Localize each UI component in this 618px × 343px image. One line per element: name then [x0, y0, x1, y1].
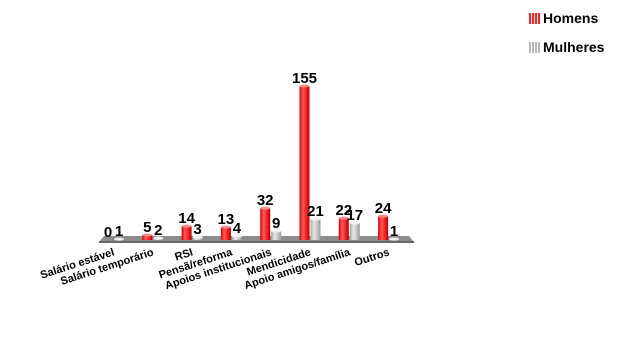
value-label-mulheres-7: 1 [390, 223, 398, 240]
bar-top-homens-4 [260, 206, 271, 210]
bar-top-homens-3 [220, 225, 231, 229]
bar-top-mulheres-1 [153, 236, 164, 240]
bar-top-mulheres-4 [271, 229, 282, 233]
bar-top-homens-7 [378, 214, 389, 218]
chart-floor [99, 236, 414, 242]
bar-top-mulheres-0 [114, 237, 124, 241]
legend-item-mulheres: Mulheres [529, 38, 604, 56]
value-label-homens-7: 24 [375, 200, 392, 217]
category-label-2: RSI [173, 246, 194, 263]
bar-homens-3 [220, 227, 231, 240]
bar-mulheres-5 [310, 219, 321, 240]
value-label-homens-1: 5 [143, 219, 151, 236]
bar-top-homens-2 [181, 224, 192, 228]
bar-mulheres-4 [271, 231, 282, 240]
value-label-homens-6: 22 [335, 202, 352, 219]
bar-top-mulheres-2 [192, 235, 203, 239]
value-label-mulheres-4: 9 [272, 215, 280, 232]
value-label-mulheres-3: 4 [233, 220, 242, 237]
value-label-homens-0: 0 [104, 224, 112, 241]
value-label-mulheres-1: 2 [154, 222, 162, 239]
bar-mulheres-3 [231, 236, 242, 240]
legend-label-homens: Homens [543, 10, 599, 26]
value-label-mulheres-0: 1 [115, 223, 123, 240]
bar-top-mulheres-6 [349, 221, 360, 225]
bar-homens-6 [338, 218, 349, 240]
bar-homens-5 [299, 86, 310, 240]
legend-label-mulheres: Mulheres [543, 39, 605, 55]
bar-top-homens-1 [142, 233, 153, 237]
value-label-homens-3: 13 [218, 211, 235, 228]
value-label-mulheres-2: 3 [193, 221, 201, 238]
bar-top-mulheres-3 [231, 234, 242, 238]
value-label-homens-2: 14 [178, 210, 195, 227]
value-label-homens-5: 155 [292, 70, 317, 87]
bar-homens-1 [142, 235, 153, 240]
bar-homens-4 [260, 208, 271, 240]
bar-homens-2 [181, 226, 192, 240]
value-label-mulheres-5: 21 [307, 203, 324, 220]
bar-top-mulheres-5 [310, 217, 321, 221]
legend: Homens Mulheres [529, 9, 604, 67]
legend-item-homens: Homens [529, 9, 604, 27]
legend-swatch-homens-icon [529, 12, 540, 24]
bar-mulheres-6 [349, 223, 360, 240]
bar-top-homens-6 [338, 216, 349, 220]
value-label-mulheres-6: 17 [346, 207, 363, 224]
bar-homens-7 [378, 216, 389, 240]
bar-top-mulheres-7 [389, 237, 400, 241]
value-label-homens-4: 32 [257, 192, 274, 209]
legend-swatch-mulheres-icon [529, 41, 540, 53]
category-label-7: Outros [353, 246, 391, 269]
bar-top-homens-5 [299, 84, 310, 88]
